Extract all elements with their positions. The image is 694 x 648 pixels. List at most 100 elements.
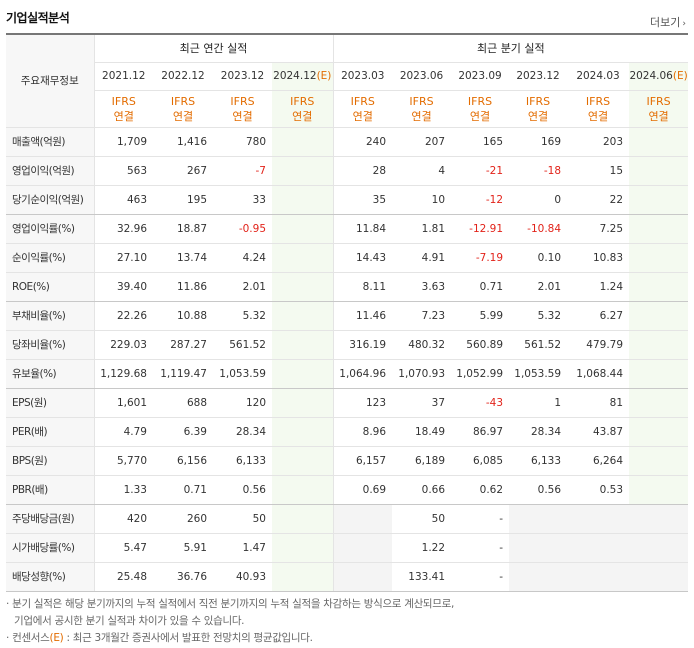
- table-cell: [509, 504, 568, 534]
- table-cell: 25.48: [94, 562, 153, 592]
- period-label: 2024.12: [273, 70, 317, 82]
- table-cell: 1,053.59: [213, 359, 272, 389]
- period-label: 2022.12: [161, 70, 205, 82]
- table-cell: [629, 417, 689, 447]
- table-cell: [629, 359, 689, 389]
- table-cell: 169: [509, 127, 568, 157]
- table-cell: 560.89: [451, 330, 510, 360]
- table-cell: 22: [567, 185, 630, 215]
- table-cell: [509, 562, 568, 592]
- ifrs-cell: IFRS 연결: [153, 90, 213, 128]
- period-label: 2024.03: [576, 70, 620, 82]
- row-label: 시가배당률(%): [6, 533, 95, 563]
- table-cell: 10: [392, 185, 452, 215]
- table-row: BPS(원) 5,770 6,156 6,133 6,157 6,189 6,085 6,13…: [6, 446, 689, 476]
- more-link[interactable]: 더보기 ›: [650, 14, 686, 30]
- footnote-1: · 분기 실적은 해당 분기까지의 누적 실적에서 직전 분기까지의 누적 실적…: [6, 598, 455, 610]
- table-cell: 0: [509, 185, 568, 215]
- ifrs-label: IFRS: [646, 94, 671, 108]
- table-cell: 81: [567, 388, 630, 418]
- table-cell: 13.74: [153, 243, 213, 273]
- row-label: 당좌비율(%): [6, 330, 95, 360]
- consolidated-label: 연결: [469, 109, 491, 123]
- ifrs-label: IFRS: [585, 94, 611, 108]
- table-cell: 35: [332, 185, 393, 215]
- table-cell: 1.22: [392, 533, 452, 563]
- consolidated-label: 연결: [113, 109, 134, 123]
- ifrs-cell: IFRS 연결: [94, 90, 153, 128]
- table-cell: 0.71: [451, 272, 510, 302]
- table-cell: [629, 446, 689, 476]
- table-cell: 6.27: [567, 301, 630, 331]
- period-label: 2023.09: [458, 70, 502, 82]
- consolidated-label: 연결: [292, 109, 313, 123]
- table-cell: 27.10: [94, 243, 153, 273]
- table-cell: [272, 417, 334, 447]
- table-cell: [272, 127, 334, 157]
- footnote-2-est: (E): [49, 632, 64, 644]
- row-label: 매출액(억원): [6, 127, 95, 157]
- consolidated-label: 연결: [527, 109, 549, 123]
- table-cell: [629, 330, 689, 360]
- table-cell: 7.23: [392, 301, 452, 331]
- row-label: BPS(원): [6, 446, 95, 476]
- table-cell: -: [451, 504, 510, 534]
- table-row: 부채비율(%) 22.26 10.88 5.32 11.46 7.23 5.99 5.32 6.…: [6, 301, 689, 331]
- table-cell: 22.26: [94, 301, 153, 331]
- table-cell: [272, 359, 334, 389]
- table-row: ROE(%) 39.40 11.86 2.01 8.11 3.63 0.71 2.01 1.24: [6, 272, 689, 302]
- row-label: 당기순이익(억원): [6, 185, 95, 215]
- table-cell: 5,770: [94, 446, 153, 476]
- row-label: 영업이익률(%): [6, 214, 95, 244]
- table-cell: 6,157: [332, 446, 393, 476]
- ifrs-cell: IFRS 연결: [629, 90, 689, 128]
- table-cell: 0.53: [567, 475, 630, 505]
- corner-header: 주요재무정보: [6, 33, 95, 128]
- table-cell: [272, 272, 334, 302]
- ifrs-label: IFRS: [409, 94, 434, 108]
- table-row: 배당성향(%) 25.48 36.76 40.93 133.41-: [6, 562, 689, 592]
- period-header: 2021.12: [94, 62, 153, 91]
- table-cell: 1,119.47: [153, 359, 213, 389]
- table-cell: [272, 214, 334, 244]
- table-cell: 5.91: [153, 533, 213, 563]
- table-cell: 2.01: [509, 272, 568, 302]
- table-cell: -18: [509, 156, 568, 186]
- footnotes: · 분기 실적은 해당 분기까지의 누적 실적에서 직전 분기까지의 누적 실적…: [6, 596, 454, 647]
- table-cell: 240: [332, 127, 393, 157]
- table-cell: 6,133: [509, 446, 568, 476]
- period-header: 2023.06: [392, 62, 452, 91]
- table-cell: 561.52: [213, 330, 272, 360]
- footnote-1-text: 분기 실적은 해당 분기까지의 누적 실적에서 직전 분기까지의 누적 실적을 …: [12, 598, 455, 610]
- footnote-2-text: : 최근 3개월간 증권사에서 발표한 전망치의 평균값입니다.: [63, 632, 313, 644]
- table-cell: [567, 533, 630, 563]
- period-header: 2023.09: [451, 62, 510, 91]
- consolidated-label: 연결: [172, 109, 194, 123]
- consolidated-label: 연결: [648, 109, 669, 123]
- table-cell: [567, 562, 630, 592]
- table-cell: 4.91: [392, 243, 452, 273]
- table-cell: 6,156: [153, 446, 213, 476]
- period-label: 2023.03: [341, 70, 385, 82]
- table-cell: 165: [451, 127, 510, 157]
- table-cell: 1.81: [392, 214, 452, 244]
- table-cell: 0.10: [509, 243, 568, 273]
- table-cell: 0.66: [392, 475, 452, 505]
- table-cell: [509, 533, 568, 563]
- footnote-1-cont: 기업에서 공시한 분기 실적과 차이가 있을 수 있습니다.: [6, 613, 454, 630]
- table-cell: 780: [213, 127, 272, 157]
- footnote-1b-text: 기업에서 공시한 분기 실적과 차이가 있을 수 있습니다.: [14, 615, 245, 627]
- period-header-row: 2021.12 2022.12 2023.12 2024.12(E) 2023.03 20…: [6, 62, 689, 91]
- table-cell: -0.95: [213, 214, 272, 244]
- period-label: 2024.06: [629, 70, 673, 82]
- table-cell: 480.32: [392, 330, 452, 360]
- table-cell: 479.79: [567, 330, 630, 360]
- table-cell: -: [451, 533, 510, 563]
- table-cell: -12: [451, 185, 510, 215]
- table-cell: 1.24: [567, 272, 630, 302]
- table-row: 영업이익(억원) 563 267 -7 28 4 -21 -18 15: [6, 156, 689, 186]
- table-cell: 316.19: [332, 330, 393, 360]
- table-cell: [629, 475, 689, 505]
- table-cell: [629, 388, 689, 418]
- table-cell: [272, 446, 334, 476]
